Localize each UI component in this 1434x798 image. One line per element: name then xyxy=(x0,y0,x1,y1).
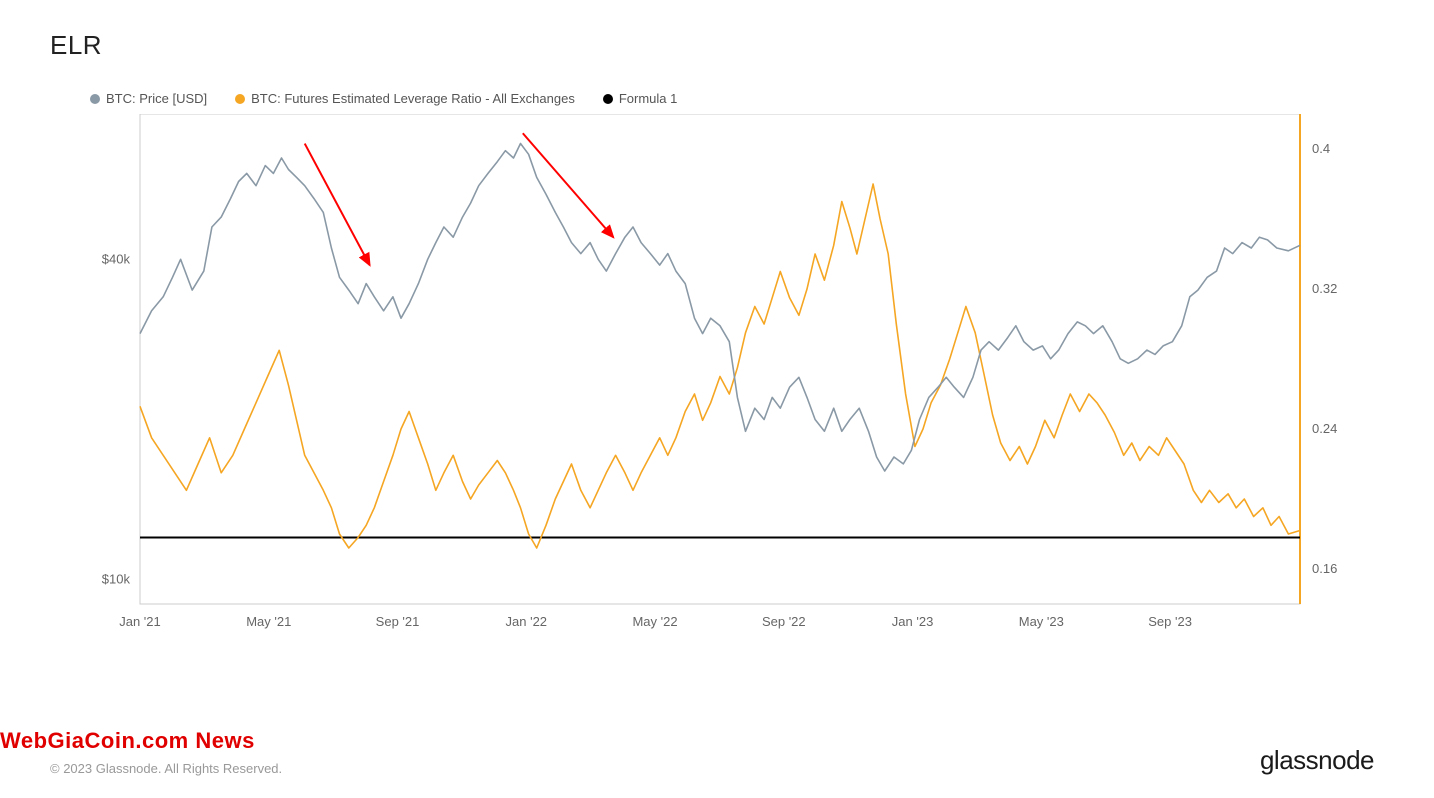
svg-text:0.16: 0.16 xyxy=(1312,561,1337,576)
svg-text:Jan '21: Jan '21 xyxy=(119,614,161,629)
legend-dot xyxy=(603,94,613,104)
svg-text:0.24: 0.24 xyxy=(1312,421,1337,436)
chart-legend: BTC: Price [USD] BTC: Futures Estimated … xyxy=(50,91,1384,106)
brand-logo: glassnode xyxy=(1260,745,1374,776)
watermark: WebGiaCoin.com News xyxy=(0,728,255,754)
legend-item-elr: BTC: Futures Estimated Leverage Ratio - … xyxy=(235,91,575,106)
svg-text:May '23: May '23 xyxy=(1019,614,1064,629)
chart-area: $10k $40k 0.16 0.24 0.32 0.4 Jan '21 May '21 Sep… xyxy=(80,114,1360,644)
legend-label: Formula 1 xyxy=(619,91,678,106)
svg-text:Jan '22: Jan '22 xyxy=(506,614,548,629)
chart-title: ELR xyxy=(50,30,1384,61)
svg-text:Sep '22: Sep '22 xyxy=(762,614,806,629)
svg-text:Jan '23: Jan '23 xyxy=(892,614,934,629)
svg-text:0.4: 0.4 xyxy=(1312,141,1330,156)
svg-text:Sep '23: Sep '23 xyxy=(1148,614,1192,629)
legend-dot xyxy=(235,94,245,104)
svg-text:May '22: May '22 xyxy=(632,614,677,629)
svg-text:$40k: $40k xyxy=(102,251,131,266)
svg-text:May '21: May '21 xyxy=(246,614,291,629)
svg-text:Sep '21: Sep '21 xyxy=(376,614,420,629)
legend-dot xyxy=(90,94,100,104)
legend-label: BTC: Price [USD] xyxy=(106,91,207,106)
svg-text:0.32: 0.32 xyxy=(1312,281,1337,296)
copyright: © 2023 Glassnode. All Rights Reserved. xyxy=(50,761,282,776)
svg-text:$10k: $10k xyxy=(102,572,131,587)
legend-label: BTC: Futures Estimated Leverage Ratio - … xyxy=(251,91,575,106)
legend-item-formula: Formula 1 xyxy=(603,91,678,106)
chart-svg: $10k $40k 0.16 0.24 0.32 0.4 Jan '21 May '21 Sep… xyxy=(80,114,1360,644)
legend-item-price: BTC: Price [USD] xyxy=(90,91,207,106)
